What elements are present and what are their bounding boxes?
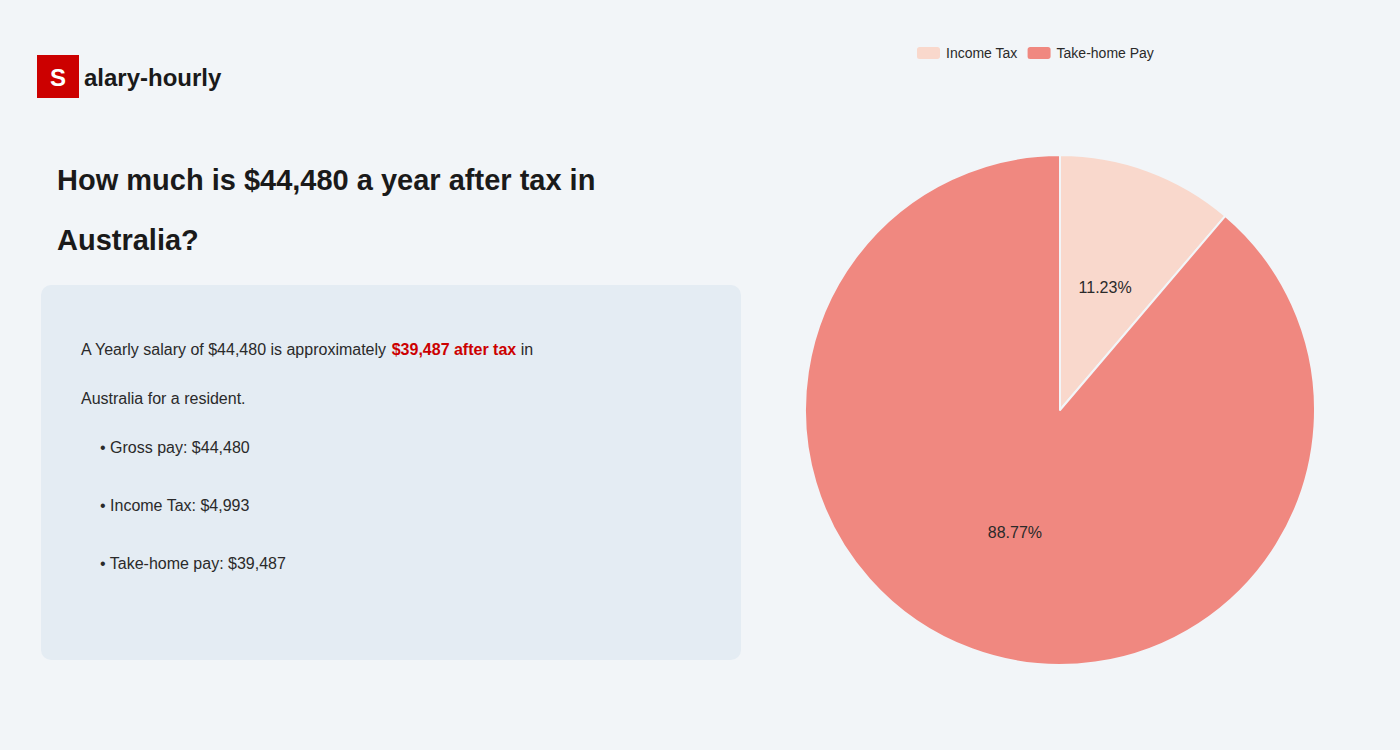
- svg-text:S: S: [50, 64, 66, 91]
- svg-text:Australia for a resident.: Australia for a resident.: [81, 390, 246, 407]
- svg-text:in: in: [516, 341, 533, 358]
- svg-text:Australia?: Australia?: [57, 224, 199, 256]
- svg-text:• Income Tax: $4,993: • Income Tax: $4,993: [100, 497, 250, 514]
- svg-text:• Gross pay: $44,480: • Gross pay: $44,480: [100, 439, 250, 456]
- svg-text:Income Tax: Income Tax: [946, 45, 1017, 61]
- svg-text:alary-hourly: alary-hourly: [84, 64, 222, 91]
- svg-text:11.23%: 11.23%: [1079, 279, 1132, 296]
- svg-text:• Take-home pay: $39,487: • Take-home pay: $39,487: [100, 555, 286, 572]
- svg-text:How much is $44,480 a year aft: How much is $44,480 a year after tax in: [57, 164, 595, 196]
- svg-text:$39,487 after tax: $39,487 after tax: [392, 341, 517, 358]
- svg-text:A Yearly salary of $44,480 is: A Yearly salary of $44,480 is approximat…: [81, 341, 391, 358]
- svg-text:Take-home Pay: Take-home Pay: [1057, 45, 1154, 61]
- svg-text:88.77%: 88.77%: [988, 524, 1042, 541]
